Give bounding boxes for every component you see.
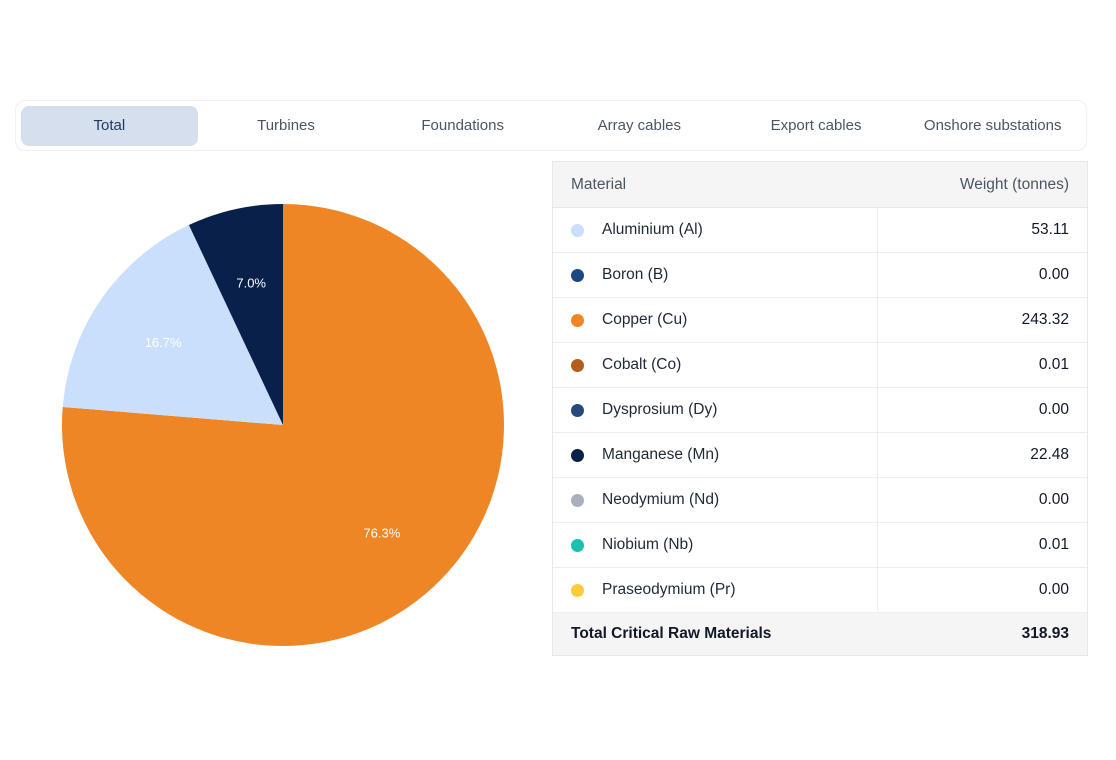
table-row: Copper (Cu) 243.32 xyxy=(553,298,1087,343)
material-cell: Aluminium (Al) xyxy=(553,208,878,252)
material-cell: Copper (Cu) xyxy=(553,298,878,342)
tab-array-cables[interactable]: Array cables xyxy=(597,117,682,134)
table-row: Neodymium (Nd) 0.00 xyxy=(553,478,1087,523)
material-cell: Praseodymium (Pr) xyxy=(553,568,878,612)
pie-data-label: 76.3% xyxy=(363,525,400,540)
tab-total[interactable]: Total xyxy=(21,105,198,146)
weight-value: 243.32 xyxy=(1021,311,1069,328)
legend-dot-icon xyxy=(571,358,584,372)
table-row: Boron (B) 0.00 xyxy=(553,253,1087,298)
legend-dot-icon xyxy=(571,583,584,597)
legend-dot-icon xyxy=(571,403,584,417)
material-cell: Neodymium (Nd) xyxy=(553,478,878,522)
material-name: Dysprosium (Dy) xyxy=(602,401,718,418)
total-label: Total Critical Raw Materials xyxy=(571,625,772,642)
weight-value: 0.01 xyxy=(1038,536,1069,553)
material-cell: Niobium (Nb) xyxy=(553,523,878,567)
pie-data-label: 7.0% xyxy=(236,276,266,291)
table-row: Dysprosium (Dy) 0.00 xyxy=(553,388,1087,433)
material-cell: Cobalt (Co) xyxy=(553,343,878,387)
tab-export-cables[interactable]: Export cables xyxy=(770,117,862,134)
table-row: Cobalt (Co) 0.01 xyxy=(553,343,1087,388)
tab-turbines[interactable]: Turbines xyxy=(257,117,315,134)
material-name: Cobalt (Co) xyxy=(602,356,682,373)
table-row: Niobium (Nb) 0.01 xyxy=(553,523,1087,568)
tab-bar: Total Turbines Foundations Array cables Expo… xyxy=(15,100,1087,151)
table-row: Aluminium (Al) 53.11 xyxy=(553,208,1087,253)
pie-chart-svg: 76.3% 16.7% 7.0% xyxy=(61,204,505,646)
total-value: 318.93 xyxy=(1021,625,1069,642)
material-name: Boron (B) xyxy=(602,266,669,283)
weight-value: 0.01 xyxy=(1038,356,1069,373)
table-body: Aluminium (Al) 53.11 Boron (B) 0.00 Copper (… xyxy=(553,208,1087,613)
tab-onshore-substations[interactable]: Onshore substations xyxy=(923,117,1062,134)
table-row: Manganese (Mn) 22.48 xyxy=(553,433,1087,478)
weight-value: 0.00 xyxy=(1038,581,1069,598)
header-weight: Weight (tonnes) xyxy=(959,175,1069,193)
materials-table: Material Weight (tonnes) Aluminium (Al) 5… xyxy=(552,161,1088,656)
weight-value: 22.48 xyxy=(1030,446,1069,463)
pie-chart: 76.3% 16.7% 7.0% xyxy=(40,180,530,670)
tab-foundations[interactable]: Foundations xyxy=(421,117,504,134)
pie-slice-aluminium-al[interactable] xyxy=(62,225,283,425)
weight-value: 0.00 xyxy=(1038,491,1069,508)
material-cell: Boron (B) xyxy=(553,253,878,297)
material-name: Neodymium (Nd) xyxy=(602,491,720,508)
weight-value: 53.11 xyxy=(1031,221,1069,238)
material-name: Praseodymium (Pr) xyxy=(602,581,736,598)
weight-value: 0.00 xyxy=(1038,401,1069,418)
material-name: Aluminium (Al) xyxy=(602,221,703,238)
legend-dot-icon xyxy=(571,223,584,237)
legend-dot-icon xyxy=(571,448,584,462)
table-header: Material Weight (tonnes) xyxy=(553,162,1087,208)
material-cell: Manganese (Mn) xyxy=(553,433,878,477)
material-name: Manganese (Mn) xyxy=(602,446,720,463)
legend-dot-icon xyxy=(571,313,584,327)
legend-dot-icon xyxy=(571,538,584,552)
material-name: Niobium (Nb) xyxy=(602,536,694,553)
header-material: Material xyxy=(571,175,627,193)
material-cell: Dysprosium (Dy) xyxy=(553,388,878,432)
table-row: Praseodymium (Pr) 0.00 xyxy=(553,568,1087,613)
legend-dot-icon xyxy=(571,493,584,507)
pie-slice-manganese-mn[interactable] xyxy=(188,204,283,425)
table-total-row: Total Critical Raw Materials 318.93 xyxy=(553,613,1087,655)
material-name: Copper (Cu) xyxy=(602,311,688,328)
legend-dot-icon xyxy=(571,268,584,282)
pie-data-label: 16.7% xyxy=(145,335,182,350)
weight-value: 0.00 xyxy=(1038,266,1069,283)
